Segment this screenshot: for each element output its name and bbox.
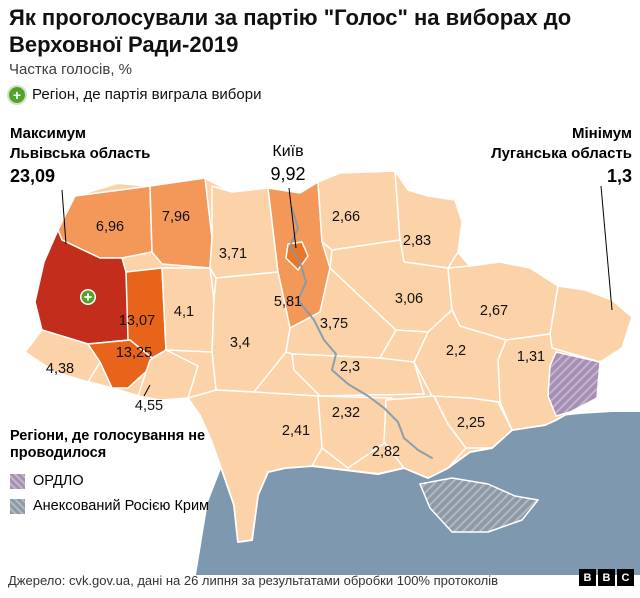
legend-item-crimea: Анексований Росією Крим [10, 498, 210, 514]
kyiv-oblast-value-label: 5,81 [274, 294, 302, 310]
dnieper-river [289, 207, 433, 459]
region-kirovohrad [291, 353, 425, 397]
zaporizhzhia-value-label: 2,25 [457, 415, 485, 431]
dnipropetrovsk-value-label: 2,2 [446, 343, 466, 359]
winner-plus-icon: + [9, 86, 25, 103]
kyiv-leader-line [288, 187, 297, 249]
zhytomyr-value-label: 3,71 [219, 246, 247, 262]
region-zaporizhzhia [433, 395, 513, 449]
ordlo-label: ОРДЛО [33, 473, 84, 489]
bbc-logo-block-b2: B [598, 569, 615, 586]
crimea-label: Анексований Росією Крим [33, 498, 210, 514]
crimea-swatch-icon [10, 498, 25, 514]
kyiv-value: 9,92 [270, 164, 306, 184]
bbc-logo-block-c: C [617, 569, 634, 586]
annotation-kyiv: Київ 9,92 [252, 142, 324, 186]
bbc-logo: B B C [579, 569, 634, 586]
khmelnytskyi-value-label: 4,1 [174, 304, 194, 320]
volyn-value-label: 6,96 [96, 219, 124, 235]
min-region: Луганська область [491, 145, 632, 162]
kyiv-label: Київ [272, 143, 304, 160]
rivne-value-label: 7,96 [162, 209, 190, 225]
min-label: Мінімум [571, 125, 632, 142]
winner-legend-label: Регіон, де партія виграла вибори [32, 86, 262, 103]
kherson-value-label: 2,82 [372, 444, 400, 460]
ordlo-swatch-icon [10, 473, 25, 489]
region-ivano-frankivsk [87, 339, 153, 389]
mykolaiv-value-label: 2,32 [332, 405, 360, 421]
max-value: 23,09 [10, 166, 56, 186]
page-title: Як проголосували за партію "Голос" на ви… [9, 5, 572, 57]
region-cherkasy [285, 267, 397, 359]
no-vote-legend-title: Регіони, де голосування не проводилося [10, 428, 206, 461]
chernihiv-value-label: 2,66 [332, 209, 360, 225]
odesa-value-label: 2,41 [282, 423, 310, 439]
page-subtitle: Частка голосів, % [9, 61, 133, 78]
region-sumy [394, 170, 463, 269]
region-odesa [187, 389, 323, 543]
ternopil-value-label: 13,07 [119, 313, 155, 329]
poltava-value-label: 3,06 [395, 291, 423, 307]
max-leader-line [61, 189, 67, 245]
cherkasy-value-label: 3,75 [320, 316, 348, 332]
chernivtsi-leader-line [143, 384, 151, 397]
donetsk-value-label: 1,31 [517, 349, 545, 365]
kirovohrad-value-label: 2,3 [340, 359, 360, 375]
annotation-minimum: Мінімум Луганська область 1,3 [491, 124, 632, 188]
min-value: 1,3 [606, 166, 632, 186]
winner-marker-icon [80, 289, 96, 305]
region-ordlo [547, 351, 601, 417]
annotation-maximum: Максимум Львівська область 23,09 [10, 124, 150, 188]
region-zhytomyr [209, 185, 279, 279]
bbc-logo-block-b1: B [579, 569, 596, 586]
ivano-frankivsk-value-label: 13,25 [116, 345, 152, 361]
source-note: Джерело: cvk.gov.ua, дані на 26 липня за… [8, 573, 499, 588]
max-label: Максимум [10, 125, 87, 142]
min-leader-line [600, 185, 613, 311]
vinnytsia-value-label: 3,4 [230, 335, 250, 351]
winner-legend: + Регіон, де партія виграла вибори [9, 86, 261, 103]
kharkiv-value-label: 2,67 [480, 303, 508, 319]
region-crimea [419, 477, 539, 533]
zakarpattia-value-label: 4,38 [46, 361, 74, 377]
chernivtsi-value-label: 4,55 [135, 398, 163, 414]
legend-item-ordlo: ОРДЛО [10, 473, 210, 489]
max-region: Львівська область [10, 145, 151, 162]
sumy-value-label: 2,83 [403, 233, 431, 249]
region-dnipropetrovsk [413, 309, 507, 403]
no-vote-legend: Регіони, де голосування не проводилося О… [10, 428, 210, 523]
